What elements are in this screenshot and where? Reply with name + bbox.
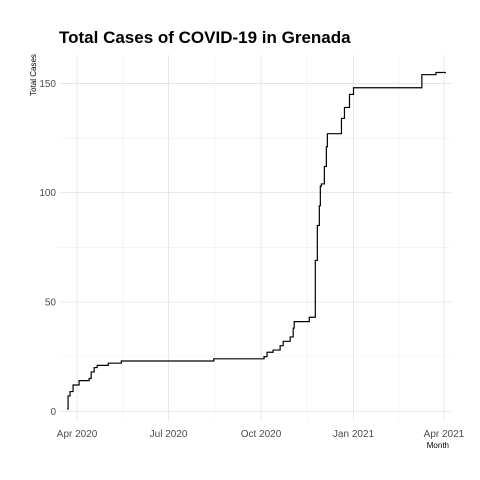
- plot-area: [67, 71, 446, 410]
- x-tick-label: Oct 2020: [241, 429, 282, 440]
- x-tick-label: Jul 2020: [150, 429, 188, 440]
- y-tick-label: 100: [39, 188, 56, 199]
- grid: [59, 55, 451, 420]
- x-tick-label: Jan 2021: [333, 429, 375, 440]
- series-line: [67, 71, 446, 410]
- y-axis-label: Total Cases: [29, 54, 38, 96]
- x-tick-label: Apr 2021: [424, 429, 465, 440]
- chart-title: Total Cases of COVID-19 in Grenada: [59, 28, 351, 47]
- y-tick-label: 50: [45, 297, 57, 308]
- x-axis-label: Month: [427, 441, 449, 450]
- y-tick-label: 150: [39, 79, 56, 90]
- x-axis-ticks: Apr 2020 Jul 2020 Oct 2020 Jan 2021 Apr 2021: [57, 429, 465, 440]
- y-tick-label: 0: [50, 407, 56, 418]
- x-tick-label: Apr 2020: [57, 429, 98, 440]
- y-axis-ticks: 0 50 100 150: [39, 79, 56, 418]
